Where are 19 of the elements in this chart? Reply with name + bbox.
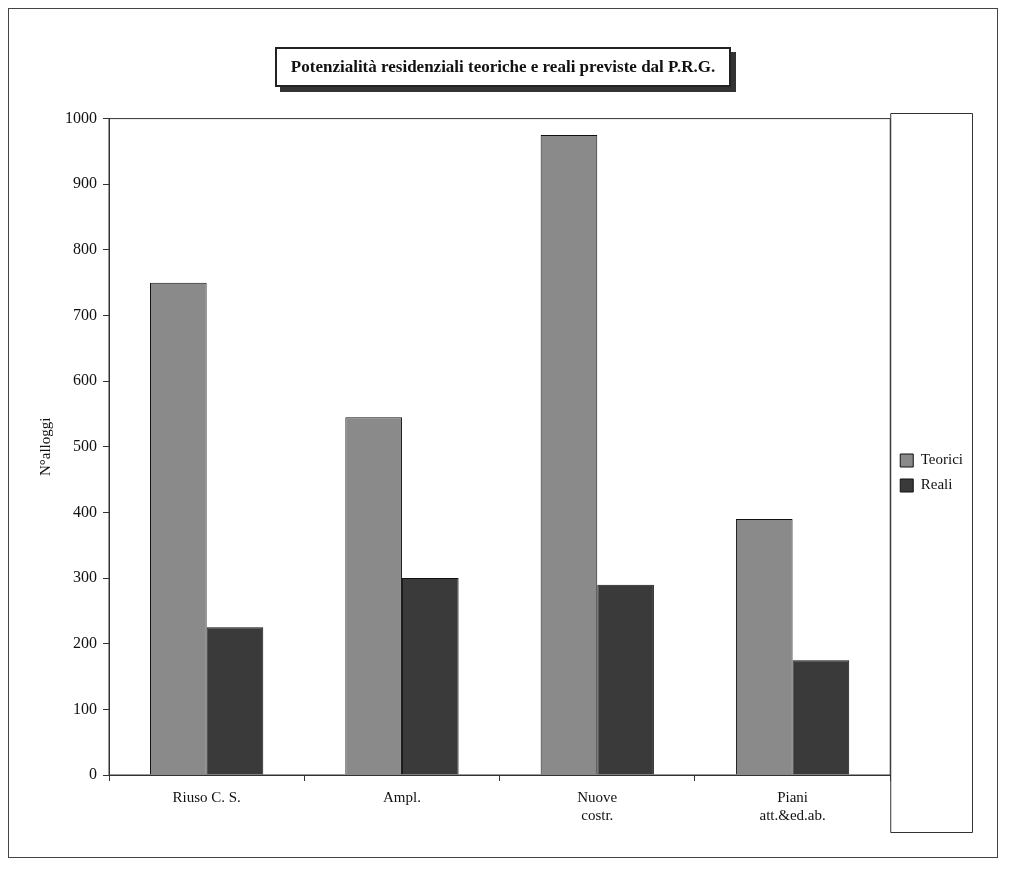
y-tick-label: 400 [73,502,97,520]
chart-title: Potenzialità residenziali teoriche e reali previste dal P.R.G. [274,47,732,87]
y-tick-label: 1000 [65,108,97,126]
y-tick-label: 600 [73,371,97,389]
x-tick-label: Nuove costr. [577,788,618,823]
y-tick-label: 300 [73,568,97,586]
y-axis-title: N°alloggi [36,417,53,477]
legend-label: Reali [920,476,953,493]
x-tick-label: Piani att.&ed.ab. [759,788,826,823]
y-tick-label: 700 [73,305,97,323]
y-tick-label: 200 [73,633,97,651]
x-tick-label: Ampl. [383,788,421,805]
x-tick-label: Riuso C. S. [172,788,241,805]
y-tick-label: 900 [73,174,97,192]
y-tick-label: 500 [73,437,97,454]
y-tick-label: 800 [73,240,97,258]
y-tick-label: 0 [89,765,97,783]
y-tick-label: 100 [73,699,97,717]
legend-label: Teorici [920,451,963,468]
